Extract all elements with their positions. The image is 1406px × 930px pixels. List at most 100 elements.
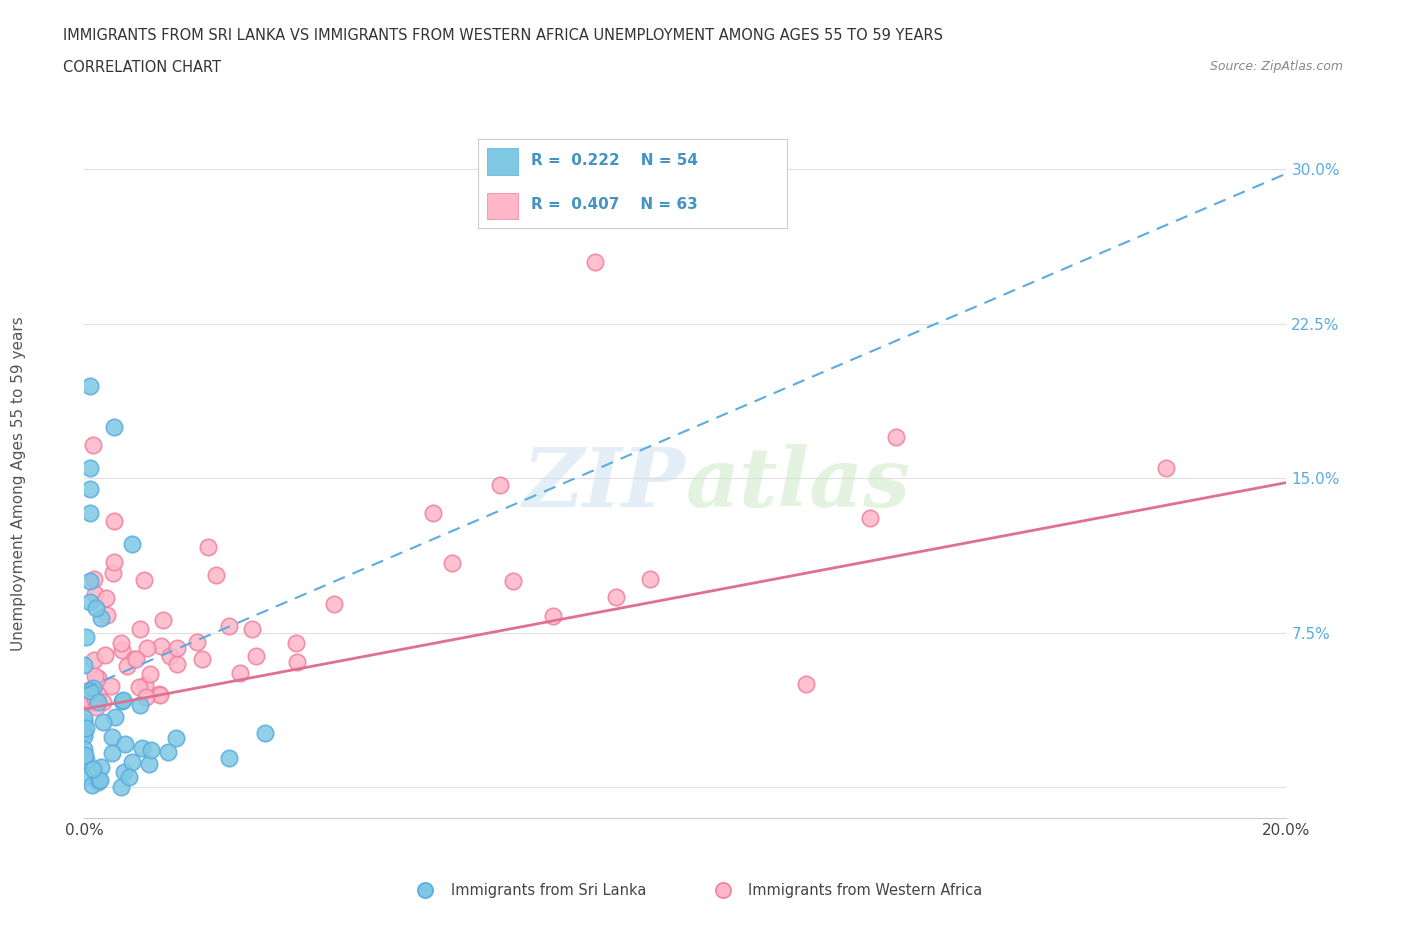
Bar bbox=[488, 149, 519, 175]
Point bbox=[91, 715, 114, 730]
Point bbox=[73, 751, 96, 766]
Point bbox=[502, 574, 524, 589]
Point bbox=[82, 695, 104, 710]
Point bbox=[543, 608, 565, 623]
Text: Immigrants from Sri Lanka: Immigrants from Sri Lanka bbox=[451, 883, 645, 898]
Point bbox=[124, 651, 146, 666]
Point bbox=[229, 666, 252, 681]
Point bbox=[104, 710, 127, 724]
Point bbox=[79, 379, 101, 393]
Point bbox=[132, 572, 155, 587]
Point bbox=[139, 666, 162, 681]
Point bbox=[73, 751, 96, 766]
Point bbox=[84, 692, 107, 707]
Point bbox=[135, 689, 157, 704]
Point bbox=[122, 652, 145, 667]
Point bbox=[583, 255, 606, 270]
Point bbox=[91, 695, 114, 710]
Point bbox=[87, 773, 110, 788]
Point bbox=[100, 679, 122, 694]
Point bbox=[114, 737, 136, 751]
Point bbox=[186, 634, 208, 649]
Point bbox=[103, 514, 125, 529]
Text: R =  0.222    N = 54: R = 0.222 N = 54 bbox=[530, 153, 697, 168]
Point bbox=[80, 777, 103, 792]
Point bbox=[128, 680, 150, 695]
Point bbox=[96, 591, 118, 605]
Point bbox=[858, 511, 880, 525]
Point bbox=[605, 590, 627, 604]
Point bbox=[197, 539, 219, 554]
Point bbox=[77, 683, 100, 698]
Point bbox=[73, 658, 96, 673]
Point bbox=[156, 745, 179, 760]
Text: R =  0.407    N = 63: R = 0.407 N = 63 bbox=[530, 197, 697, 212]
Point bbox=[129, 621, 152, 636]
Point bbox=[75, 752, 97, 767]
Point bbox=[73, 711, 96, 725]
Point bbox=[101, 565, 124, 580]
Point bbox=[121, 755, 143, 770]
Point bbox=[73, 756, 96, 771]
Point bbox=[115, 658, 138, 673]
Point bbox=[285, 635, 308, 650]
Point bbox=[73, 728, 96, 743]
Text: CORRELATION CHART: CORRELATION CHART bbox=[63, 60, 221, 75]
Point bbox=[711, 884, 734, 898]
Point bbox=[87, 775, 110, 790]
Point bbox=[84, 699, 107, 714]
Point bbox=[73, 714, 96, 729]
Point bbox=[73, 748, 96, 763]
Point bbox=[159, 648, 181, 663]
Text: Unemployment Among Ages 55 to 59 years: Unemployment Among Ages 55 to 59 years bbox=[11, 316, 25, 651]
Point bbox=[82, 437, 104, 452]
Point bbox=[152, 613, 174, 628]
Point bbox=[75, 721, 97, 736]
Text: atlas: atlas bbox=[686, 444, 911, 524]
Point bbox=[118, 769, 141, 784]
Text: Source: ZipAtlas.com: Source: ZipAtlas.com bbox=[1209, 60, 1343, 73]
Point bbox=[138, 757, 160, 772]
Point bbox=[128, 698, 150, 712]
Point bbox=[101, 745, 124, 760]
Point bbox=[150, 639, 173, 654]
Point bbox=[110, 780, 132, 795]
Point bbox=[73, 749, 96, 764]
Point bbox=[87, 687, 110, 702]
Point bbox=[165, 730, 187, 745]
Point bbox=[73, 724, 96, 739]
Point bbox=[84, 669, 107, 684]
Point bbox=[83, 571, 105, 586]
Point bbox=[166, 641, 188, 656]
Point bbox=[83, 652, 105, 667]
Point bbox=[73, 770, 96, 785]
Point bbox=[89, 772, 111, 787]
Text: IMMIGRANTS FROM SRI LANKA VS IMMIGRANTS FROM WESTERN AFRICA UNEMPLOYMENT AMONG A: IMMIGRANTS FROM SRI LANKA VS IMMIGRANTS … bbox=[63, 28, 943, 43]
Point bbox=[103, 554, 125, 569]
Point bbox=[90, 611, 112, 626]
Point bbox=[87, 671, 110, 685]
Point bbox=[253, 725, 276, 740]
Point bbox=[73, 742, 96, 757]
Point bbox=[285, 655, 308, 670]
Point bbox=[94, 647, 117, 662]
Point bbox=[166, 657, 188, 671]
Point bbox=[75, 630, 97, 644]
Point bbox=[79, 482, 101, 497]
Point bbox=[218, 751, 240, 765]
Point bbox=[131, 741, 153, 756]
Point bbox=[79, 594, 101, 609]
Point bbox=[110, 635, 132, 650]
Point bbox=[96, 608, 118, 623]
Point bbox=[422, 506, 444, 521]
Point bbox=[111, 694, 134, 709]
Point bbox=[148, 687, 170, 702]
Point bbox=[77, 688, 100, 703]
Point bbox=[100, 730, 122, 745]
Point bbox=[884, 430, 907, 445]
Point bbox=[205, 567, 228, 582]
Text: Immigrants from Western Africa: Immigrants from Western Africa bbox=[748, 883, 983, 898]
Point bbox=[415, 884, 437, 898]
Point bbox=[121, 537, 143, 551]
Point bbox=[139, 743, 162, 758]
